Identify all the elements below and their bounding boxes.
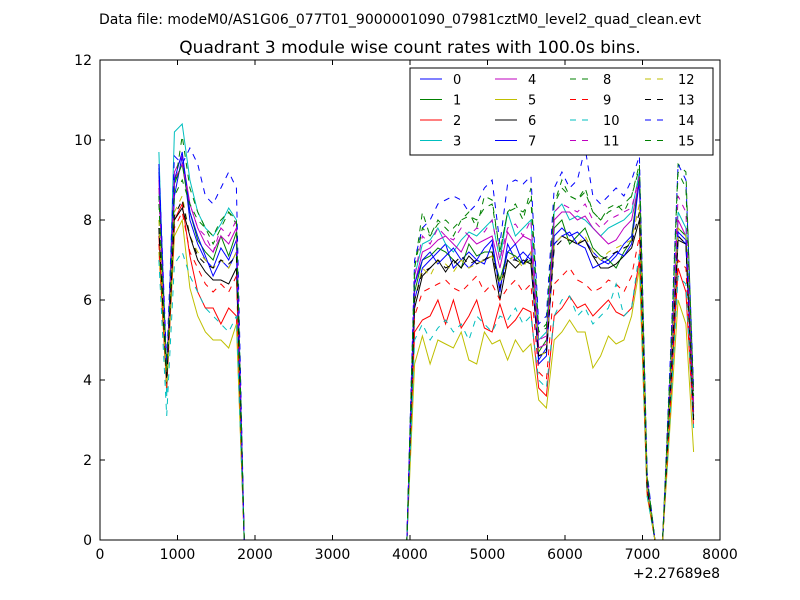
x-tick-label: 6000: [547, 547, 583, 563]
series-line-9: [158, 210, 695, 541]
x-tick-label: 0: [96, 547, 105, 563]
legend-label-4: 4: [528, 73, 536, 88]
legend-label-10: 10: [603, 114, 620, 129]
x-tick-label: 2000: [237, 547, 273, 563]
x-offset-label: +2.27689e8: [633, 566, 720, 582]
legend-label-5: 5: [528, 94, 536, 109]
legend-label-0: 0: [453, 73, 461, 88]
y-tick-label: 10: [74, 133, 92, 149]
series-line-14: [158, 146, 695, 541]
legend-label-9: 9: [603, 94, 611, 109]
legend-label-11: 11: [603, 135, 620, 150]
series-line-2: [158, 202, 695, 541]
x-tick-label: 5000: [470, 547, 506, 563]
legend-label-3: 3: [453, 135, 461, 150]
legend-label-13: 13: [678, 94, 695, 109]
y-tick-label: 8: [83, 213, 92, 229]
x-tick-label: 1000: [160, 547, 196, 563]
legend-label-1: 1: [453, 94, 461, 109]
series-line-12: [158, 194, 695, 541]
series-line-0: [158, 155, 695, 541]
y-tick-label: 6: [83, 293, 92, 309]
x-tick-label: 3000: [315, 547, 351, 563]
series-line-1: [158, 162, 695, 541]
series-line-10: [158, 250, 695, 541]
x-tick-label: 7000: [625, 547, 661, 563]
y-tick-label: 4: [83, 373, 92, 389]
series-line-11: [158, 162, 695, 541]
series-line-3: [158, 122, 695, 541]
legend-label-15: 15: [678, 135, 695, 150]
x-tick-label: 8000: [702, 547, 738, 563]
legend-label-12: 12: [678, 73, 695, 88]
series-line-13: [158, 198, 695, 541]
ticks-layer: 0 1000 2000 3000 4000 5000 6000 7000 80000246810…: [74, 53, 738, 563]
y-tick-label: 2: [83, 453, 92, 469]
legend-label-8: 8: [603, 73, 611, 88]
figure-suptitle: Data file: modeM0/AS1G06_077T01_90000010…: [99, 12, 701, 28]
x-tick-label: 4000: [392, 547, 428, 563]
legend-label-7: 7: [528, 135, 536, 150]
chart-title: Quadrant 3 module wise count rates with …: [179, 38, 640, 58]
series-line-15: [158, 167, 695, 541]
y-tick-label: 12: [74, 53, 92, 69]
series-line-5: [158, 218, 695, 541]
legend-label-14: 14: [678, 114, 695, 129]
series-line-4: [158, 154, 695, 541]
series-line-8: [158, 135, 695, 541]
legend-label-6: 6: [528, 114, 536, 129]
series-layer: [158, 122, 695, 541]
legend-label-2: 2: [453, 114, 461, 129]
y-tick-label: 0: [83, 533, 92, 549]
